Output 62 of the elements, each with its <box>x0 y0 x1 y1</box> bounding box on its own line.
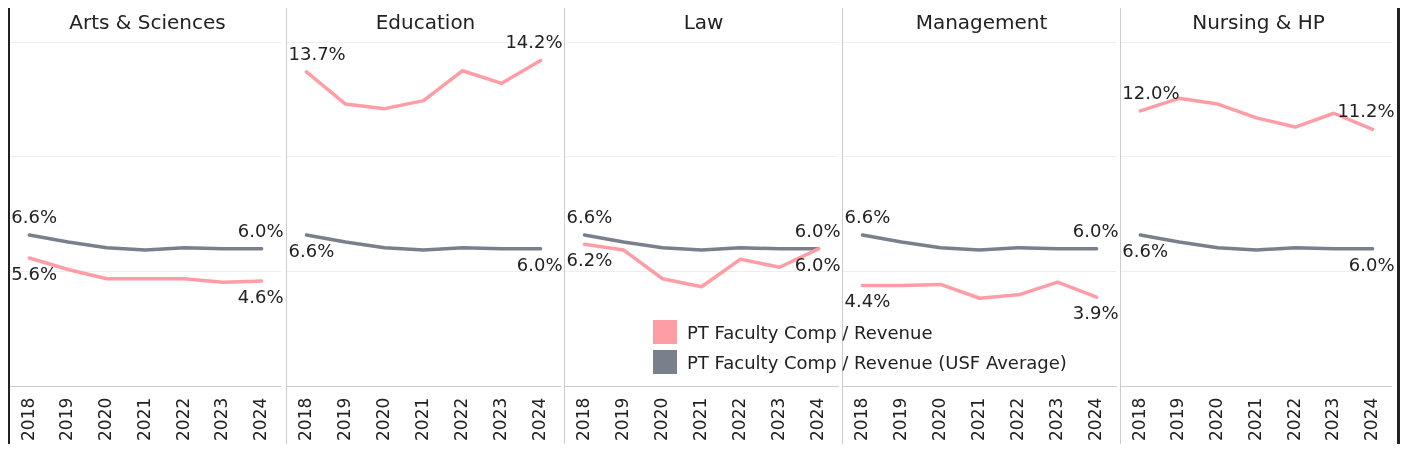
x-tick-label: 2024 <box>250 397 271 441</box>
x-tick-label: 2022 <box>172 397 193 441</box>
x-tick-label: 2020 <box>1206 397 1227 441</box>
x-tick-label: 2019 <box>56 397 77 441</box>
data-label: 4.6% <box>237 285 284 307</box>
data-label: 5.6% <box>11 262 58 284</box>
x-tick-label: 2023 <box>211 397 232 441</box>
x-tick-label: 2022 <box>450 397 471 441</box>
x-tick-label: 2023 <box>1322 397 1343 441</box>
x-tick-label: 2019 <box>333 397 354 441</box>
chart-title: Education <box>375 10 476 35</box>
x-tick-label: 2021 <box>1244 397 1265 441</box>
x-tick-label: 2018 <box>294 397 315 441</box>
data-label: 6.0% <box>1348 253 1395 275</box>
x-tick-label: 2020 <box>95 397 116 441</box>
chart-title: Arts & Sciences <box>69 10 226 35</box>
chart-title: Management <box>915 10 1048 35</box>
x-tick-label: 2019 <box>1167 397 1188 441</box>
data-label: 13.7% <box>288 42 346 64</box>
x-tick-label: 2023 <box>768 397 789 441</box>
x-tick-label: 2022 <box>1006 397 1027 441</box>
data-label: 6.0% <box>237 219 284 241</box>
data-label: 6.0% <box>794 219 841 241</box>
x-tick-label: 2020 <box>372 397 393 441</box>
data-label: 11.2% <box>1337 100 1395 122</box>
data-label: 6.6% <box>1122 239 1169 261</box>
legend-label: PT Faculty Comp / Revenue (USF Average) <box>687 351 1067 373</box>
x-tick-label: 2023 <box>1046 397 1067 441</box>
x-tick-label: 2018 <box>1128 397 1149 441</box>
x-tick-label: 2024 <box>529 397 550 441</box>
x-tick-label: 2022 <box>1283 397 1304 441</box>
data-label: 6.6% <box>288 239 335 261</box>
chart-title: Law <box>683 10 724 35</box>
x-tick-label: 2021 <box>133 397 154 441</box>
chart-title: Nursing & HP <box>1192 10 1325 35</box>
x-tick-label: 2021 <box>689 397 710 441</box>
x-tick-label: 2023 <box>490 397 511 441</box>
data-label: 6.6% <box>844 205 891 227</box>
x-tick-label: 2022 <box>728 397 749 441</box>
x-tick-label: 2024 <box>1361 397 1382 441</box>
data-label: 6.2% <box>566 248 613 270</box>
data-label: 6.6% <box>566 205 613 227</box>
x-tick-label: 2021 <box>411 397 432 441</box>
legend-label: PT Faculty Comp / Revenue <box>687 321 933 343</box>
data-label: 12.0% <box>1122 81 1180 103</box>
x-tick-label: 2018 <box>850 397 871 441</box>
data-label: 6.6% <box>11 205 58 227</box>
data-label: 4.4% <box>844 290 891 312</box>
data-label: 6.0% <box>794 253 841 275</box>
x-tick-label: 2019 <box>889 397 910 441</box>
data-label: 14.2% <box>505 31 563 53</box>
x-tick-label: 2018 <box>17 397 38 441</box>
x-tick-label: 2021 <box>967 397 988 441</box>
x-tick-label: 2020 <box>650 397 671 441</box>
x-tick-label: 2018 <box>572 397 593 441</box>
x-tick-label: 2024 <box>1085 397 1106 441</box>
data-label: 3.9% <box>1072 301 1119 323</box>
data-label: 6.0% <box>1072 219 1119 241</box>
x-tick-label: 2019 <box>611 397 632 441</box>
x-tick-label: 2024 <box>807 397 828 441</box>
x-tick-label: 2020 <box>928 397 949 441</box>
data-label: 6.0% <box>516 253 563 275</box>
